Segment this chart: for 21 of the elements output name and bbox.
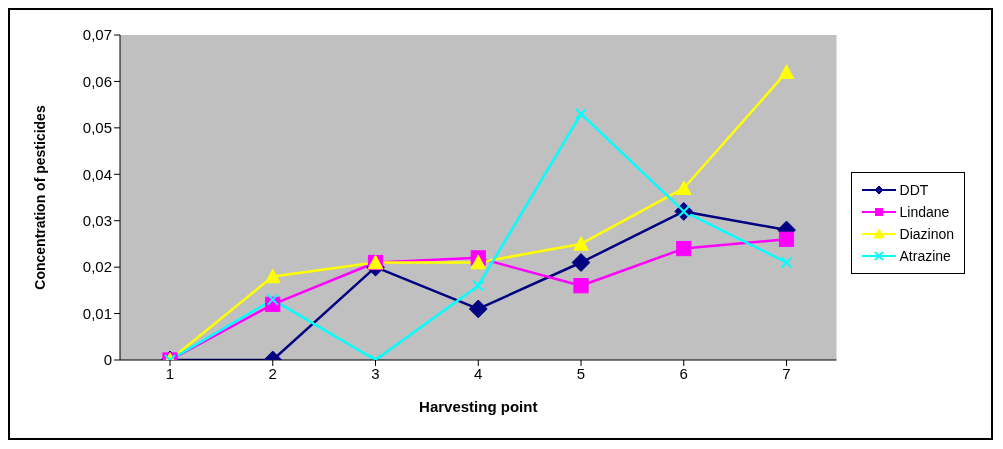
x-tick-label: 1 [165,364,175,382]
x-tick-label: 2 [268,364,277,382]
y-tick-label: 0,03 [82,212,112,230]
y-tick-label: 0,07 [82,26,112,44]
x-tick-label: 6 [679,364,688,382]
y-tick-label: 0,02 [82,258,112,276]
legend-label: DDT [899,181,929,198]
legend-label: Diazinon [899,225,954,242]
y-tick-label: 0,04 [82,165,112,183]
y-axis-title: Concentration of pesticides [31,105,48,290]
x-tick-label: 3 [371,364,380,382]
y-tick-label: 0,05 [82,119,112,137]
legend-label: Atrazine [899,247,951,264]
x-axis-title: Harvesting point [419,398,538,415]
x-tick-label: 7 [782,364,791,382]
y-tick-label: 0,06 [82,72,112,90]
x-tick-label: 4 [474,364,483,382]
x-tick-label: 5 [576,364,586,382]
y-tick-label: 0 [103,351,112,369]
y-tick-label: 0,01 [82,304,112,322]
legend-label: Lindane [899,203,950,220]
